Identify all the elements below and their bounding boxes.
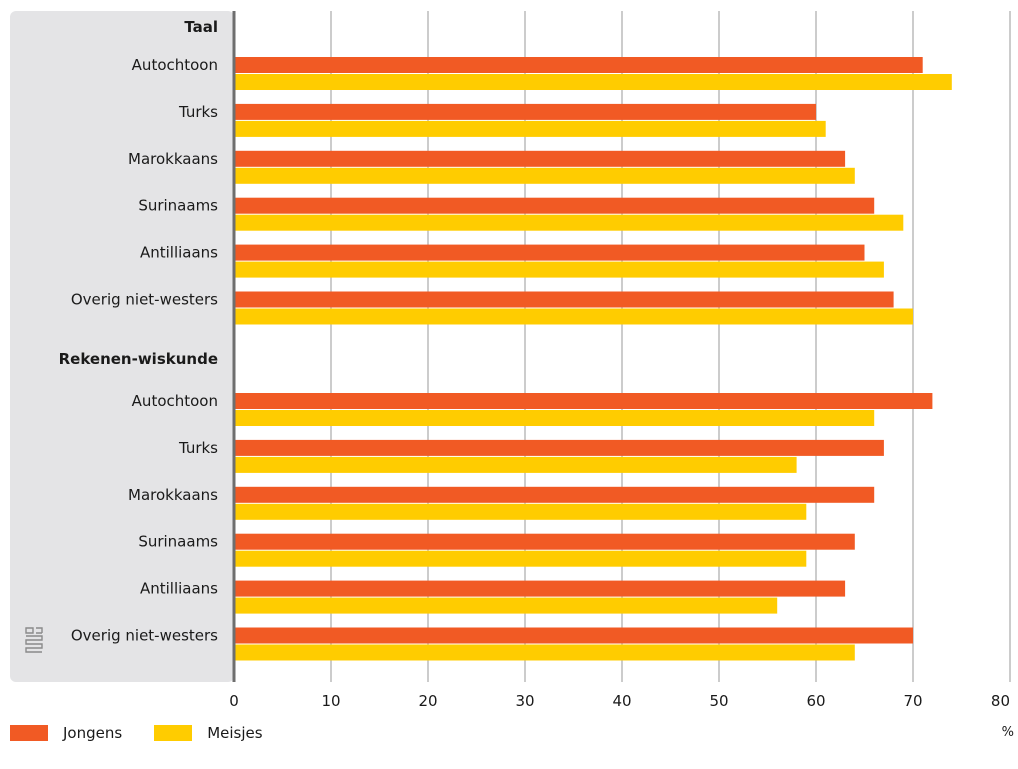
bar-meisjes [235, 503, 807, 520]
category-label: Turks [178, 103, 218, 121]
category-label: Surinaams [138, 533, 218, 551]
bar-meisjes [235, 456, 797, 473]
bar-meisjes [235, 214, 904, 231]
x-tick-label: 20 [418, 692, 437, 710]
legend-label-meisjes: Meisjes [207, 724, 263, 742]
bar-meisjes [235, 167, 855, 184]
category-label: Overig niet-westers [71, 627, 218, 645]
bar-jongens [235, 197, 875, 214]
cbs-logo [25, 627, 43, 653]
category-labels: Taal Autochtoon Turks Marokkaans Surinaams An… [59, 18, 219, 645]
bar-jongens [235, 580, 846, 597]
category-label: Autochtoon [132, 392, 218, 410]
x-tick-label: 0 [229, 692, 239, 710]
category-label: Antilliaans [140, 244, 218, 262]
x-tick-labels: 0 10 20 30 40 50 60 70 80 [229, 692, 1010, 710]
bar-meisjes [235, 550, 807, 567]
x-unit-label: % [1002, 725, 1014, 740]
bars [235, 57, 952, 661]
legend-swatch-jongens [10, 725, 48, 741]
gridlines [330, 11, 1011, 682]
group-title: Taal [184, 18, 218, 36]
bar-meisjes [235, 261, 884, 278]
legend-swatch-meisjes [154, 725, 193, 741]
bar-jongens [235, 486, 875, 503]
bar-jongens [235, 244, 865, 261]
category-label: Marokkaans [128, 486, 218, 504]
bar-jongens [235, 291, 894, 308]
bar-meisjes [235, 74, 952, 90]
category-label: Surinaams [138, 197, 218, 215]
bar-jongens [235, 533, 855, 550]
category-label: Autochtoon [132, 56, 218, 74]
x-tick-label: 70 [903, 692, 922, 710]
bar-jongens [235, 103, 816, 120]
group-title: Rekenen-wiskunde [59, 350, 218, 368]
category-label: Antilliaans [140, 580, 218, 598]
bar-meisjes [235, 308, 913, 325]
bar-jongens [235, 393, 933, 409]
bar-meisjes [235, 120, 826, 137]
bar-meisjes [235, 597, 778, 614]
bar-jongens [235, 627, 913, 644]
legend-item-jongens: Jongens [10, 724, 122, 742]
legend-label-jongens: Jongens [63, 724, 123, 742]
x-tick-label: 50 [709, 692, 728, 710]
x-tick-label: 40 [612, 692, 631, 710]
category-label: Overig niet-westers [71, 291, 218, 309]
legend: Jongens Meisjes [10, 721, 295, 745]
x-tick-label: 80 [991, 692, 1010, 710]
x-tick-label: 60 [806, 692, 825, 710]
bar-meisjes [235, 410, 875, 426]
bar-meisjes [235, 644, 855, 661]
category-label: Turks [178, 439, 218, 457]
bar-jongens [235, 150, 846, 167]
x-tick-label: 30 [515, 692, 534, 710]
bar-jongens [235, 57, 923, 73]
x-tick-label: 10 [321, 692, 340, 710]
category-label: Marokkaans [128, 150, 218, 168]
legend-item-meisjes: Meisjes [154, 724, 263, 742]
bar-jongens [235, 439, 884, 456]
label-panel [10, 11, 234, 682]
